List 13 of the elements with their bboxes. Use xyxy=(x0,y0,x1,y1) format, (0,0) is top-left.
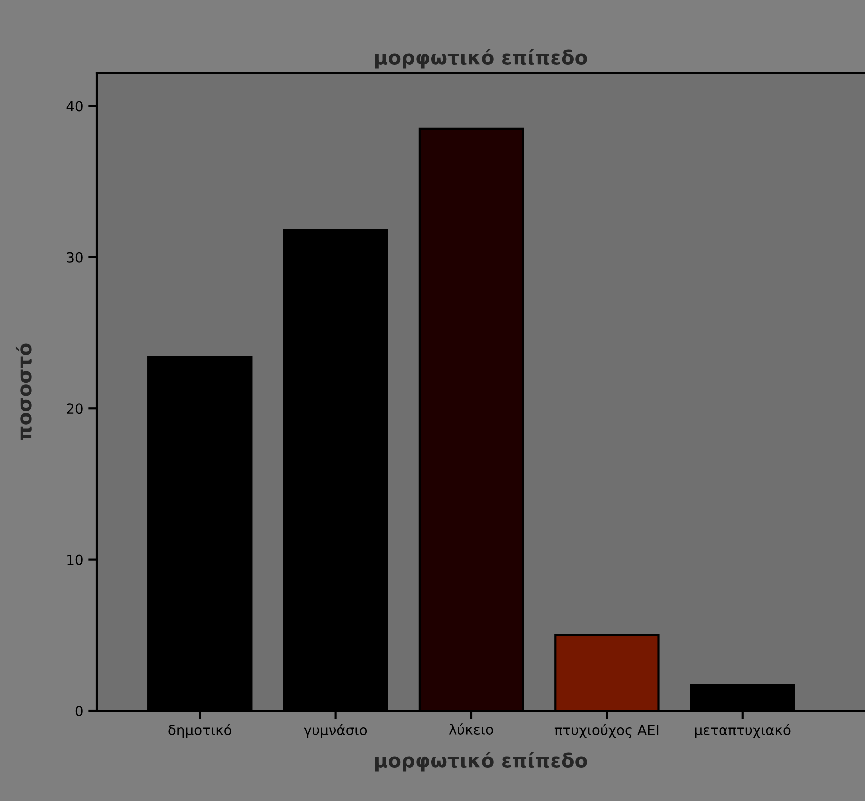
y-tick-label: 0 xyxy=(76,706,83,716)
x-tick-label: μεταπτυχιακό xyxy=(695,724,791,738)
y-axis-title: ποσοστό xyxy=(16,344,32,440)
x-tick-label: λύκειο xyxy=(449,724,494,735)
y-tick-label: 40 xyxy=(66,101,83,112)
x-tick-label: γυμνάσιο xyxy=(304,724,368,738)
y-tick-label: 10 xyxy=(68,554,83,566)
y-tick-label: 20 xyxy=(67,404,83,414)
x-tick-label: δημοτικό xyxy=(168,724,232,738)
chart-title: μορφωτικό επίπεδο xyxy=(375,49,588,69)
x-axis-title: μορφωτικό επίπεδο xyxy=(375,752,588,772)
y-tick-label: 30 xyxy=(67,252,83,263)
x-tick-label: πτυχιούχος ΑΕΙ xyxy=(554,724,659,738)
